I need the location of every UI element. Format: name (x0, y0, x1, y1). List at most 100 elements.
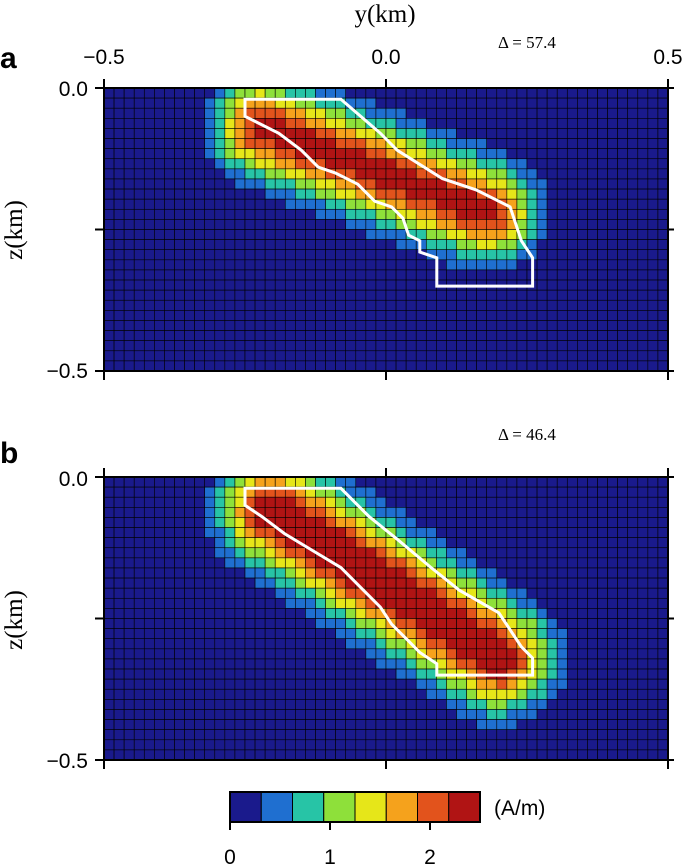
heatmap-cell (395, 188, 407, 200)
heatmap-cell (536, 138, 548, 149)
heatmap-cell (365, 148, 377, 160)
heatmap-cell (546, 608, 558, 619)
heatmap-cell (556, 330, 568, 341)
heatmap-cell (365, 158, 377, 170)
heatmap-cell (506, 188, 518, 200)
heatmap-cell (486, 310, 498, 321)
heatmap-cell (154, 148, 165, 160)
heatmap-cell (224, 188, 236, 200)
heatmap-cell (204, 269, 216, 281)
heatmap-cell (466, 198, 477, 210)
heatmap-cell (456, 648, 467, 660)
heatmap-cell (164, 158, 175, 170)
heatmap-cell (385, 537, 397, 549)
heatmap-cell (264, 567, 276, 579)
heatmap-cell (375, 138, 387, 149)
heatmap-cell (577, 87, 588, 99)
heatmap-cell (496, 138, 508, 149)
heatmap-cell (143, 547, 155, 559)
heatmap-cell (405, 289, 417, 301)
heatmap-cell (587, 128, 598, 139)
heatmap-cell (617, 310, 629, 321)
heatmap-cell (123, 577, 135, 589)
heatmap-cell (214, 587, 226, 599)
heatmap-cell (365, 688, 377, 700)
heatmap-cell (133, 476, 145, 488)
heatmap-cell (355, 668, 367, 680)
heatmap-cell (143, 577, 155, 589)
heatmap-cell (516, 658, 528, 670)
heatmap-cell (587, 107, 598, 119)
heatmap-cell (335, 229, 347, 240)
heatmap-cell (224, 658, 236, 670)
heatmap-cell (405, 699, 417, 710)
heatmap-cell (657, 118, 669, 129)
heatmap-cell (556, 527, 568, 538)
colorbar-swatches (229, 791, 481, 830)
heatmap-cell (375, 496, 387, 508)
heatmap-cell (456, 229, 467, 240)
heatmap-cell (244, 279, 256, 291)
heatmap-cell (546, 557, 558, 569)
heatmap-cell (365, 107, 377, 119)
heatmap-cell (214, 219, 226, 230)
heatmap-cell (214, 729, 226, 741)
heatmap-cell (466, 557, 477, 569)
heatmap-cell (597, 547, 608, 559)
heatmap-cell (476, 289, 488, 301)
heatmap-cell (133, 547, 145, 559)
heatmap-cell (345, 628, 357, 640)
heatmap-cell (184, 168, 195, 180)
heatmap-cell (204, 340, 216, 352)
heatmap-cell (133, 269, 145, 281)
heatmap-cell (657, 597, 669, 609)
heatmap-cell (194, 97, 206, 109)
heatmap-cell (164, 699, 175, 710)
heatmap-cell (476, 107, 488, 119)
heatmap-cell (123, 628, 135, 640)
heatmap-cell (133, 749, 145, 761)
heatmap-cell (123, 208, 135, 220)
heatmap-cell (647, 527, 659, 538)
heatmap-cell (174, 557, 185, 569)
heatmap-cell (637, 148, 649, 160)
heatmap-cell (566, 107, 578, 119)
heatmap-cell (234, 668, 246, 680)
heatmap-cell (637, 198, 649, 210)
heatmap-cell (204, 289, 216, 301)
heatmap-cell (405, 299, 417, 311)
heatmap-cell (486, 699, 498, 710)
heatmap-cell (234, 198, 246, 210)
heatmap-cell (375, 87, 387, 99)
heatmap-cell (295, 269, 306, 281)
heatmap-cell (345, 158, 357, 170)
heatmap-cell (587, 597, 598, 609)
heatmap-cell (284, 350, 296, 362)
heatmap-cell (315, 719, 326, 730)
heatmap-cell (204, 608, 216, 619)
heatmap-cell (627, 178, 639, 190)
heatmap-cell (617, 709, 629, 720)
heatmap-cell (566, 340, 578, 352)
heatmap-cell (184, 567, 195, 579)
heatmap-cell (617, 269, 629, 281)
heatmap-cell (103, 739, 115, 751)
heatmap-cell (244, 719, 256, 730)
heatmap-cell (133, 597, 145, 609)
heatmap-cell (446, 678, 457, 690)
heatmap-cell (436, 507, 447, 518)
heatmap-cell (174, 269, 185, 281)
heatmap-cell (234, 330, 246, 341)
heatmap-cell (657, 648, 669, 660)
heatmap-cell (174, 259, 185, 271)
heatmap-cell (365, 638, 377, 650)
heatmap-cell (456, 699, 467, 710)
heatmap-cell (204, 158, 216, 170)
heatmap-cell (395, 749, 407, 761)
heatmap-cell (516, 749, 528, 761)
panel-b-y-axis-label: z(km) (1, 590, 28, 650)
heatmap-cell (587, 188, 598, 200)
heatmap-cell (143, 208, 155, 220)
heatmap-cell (486, 138, 498, 149)
